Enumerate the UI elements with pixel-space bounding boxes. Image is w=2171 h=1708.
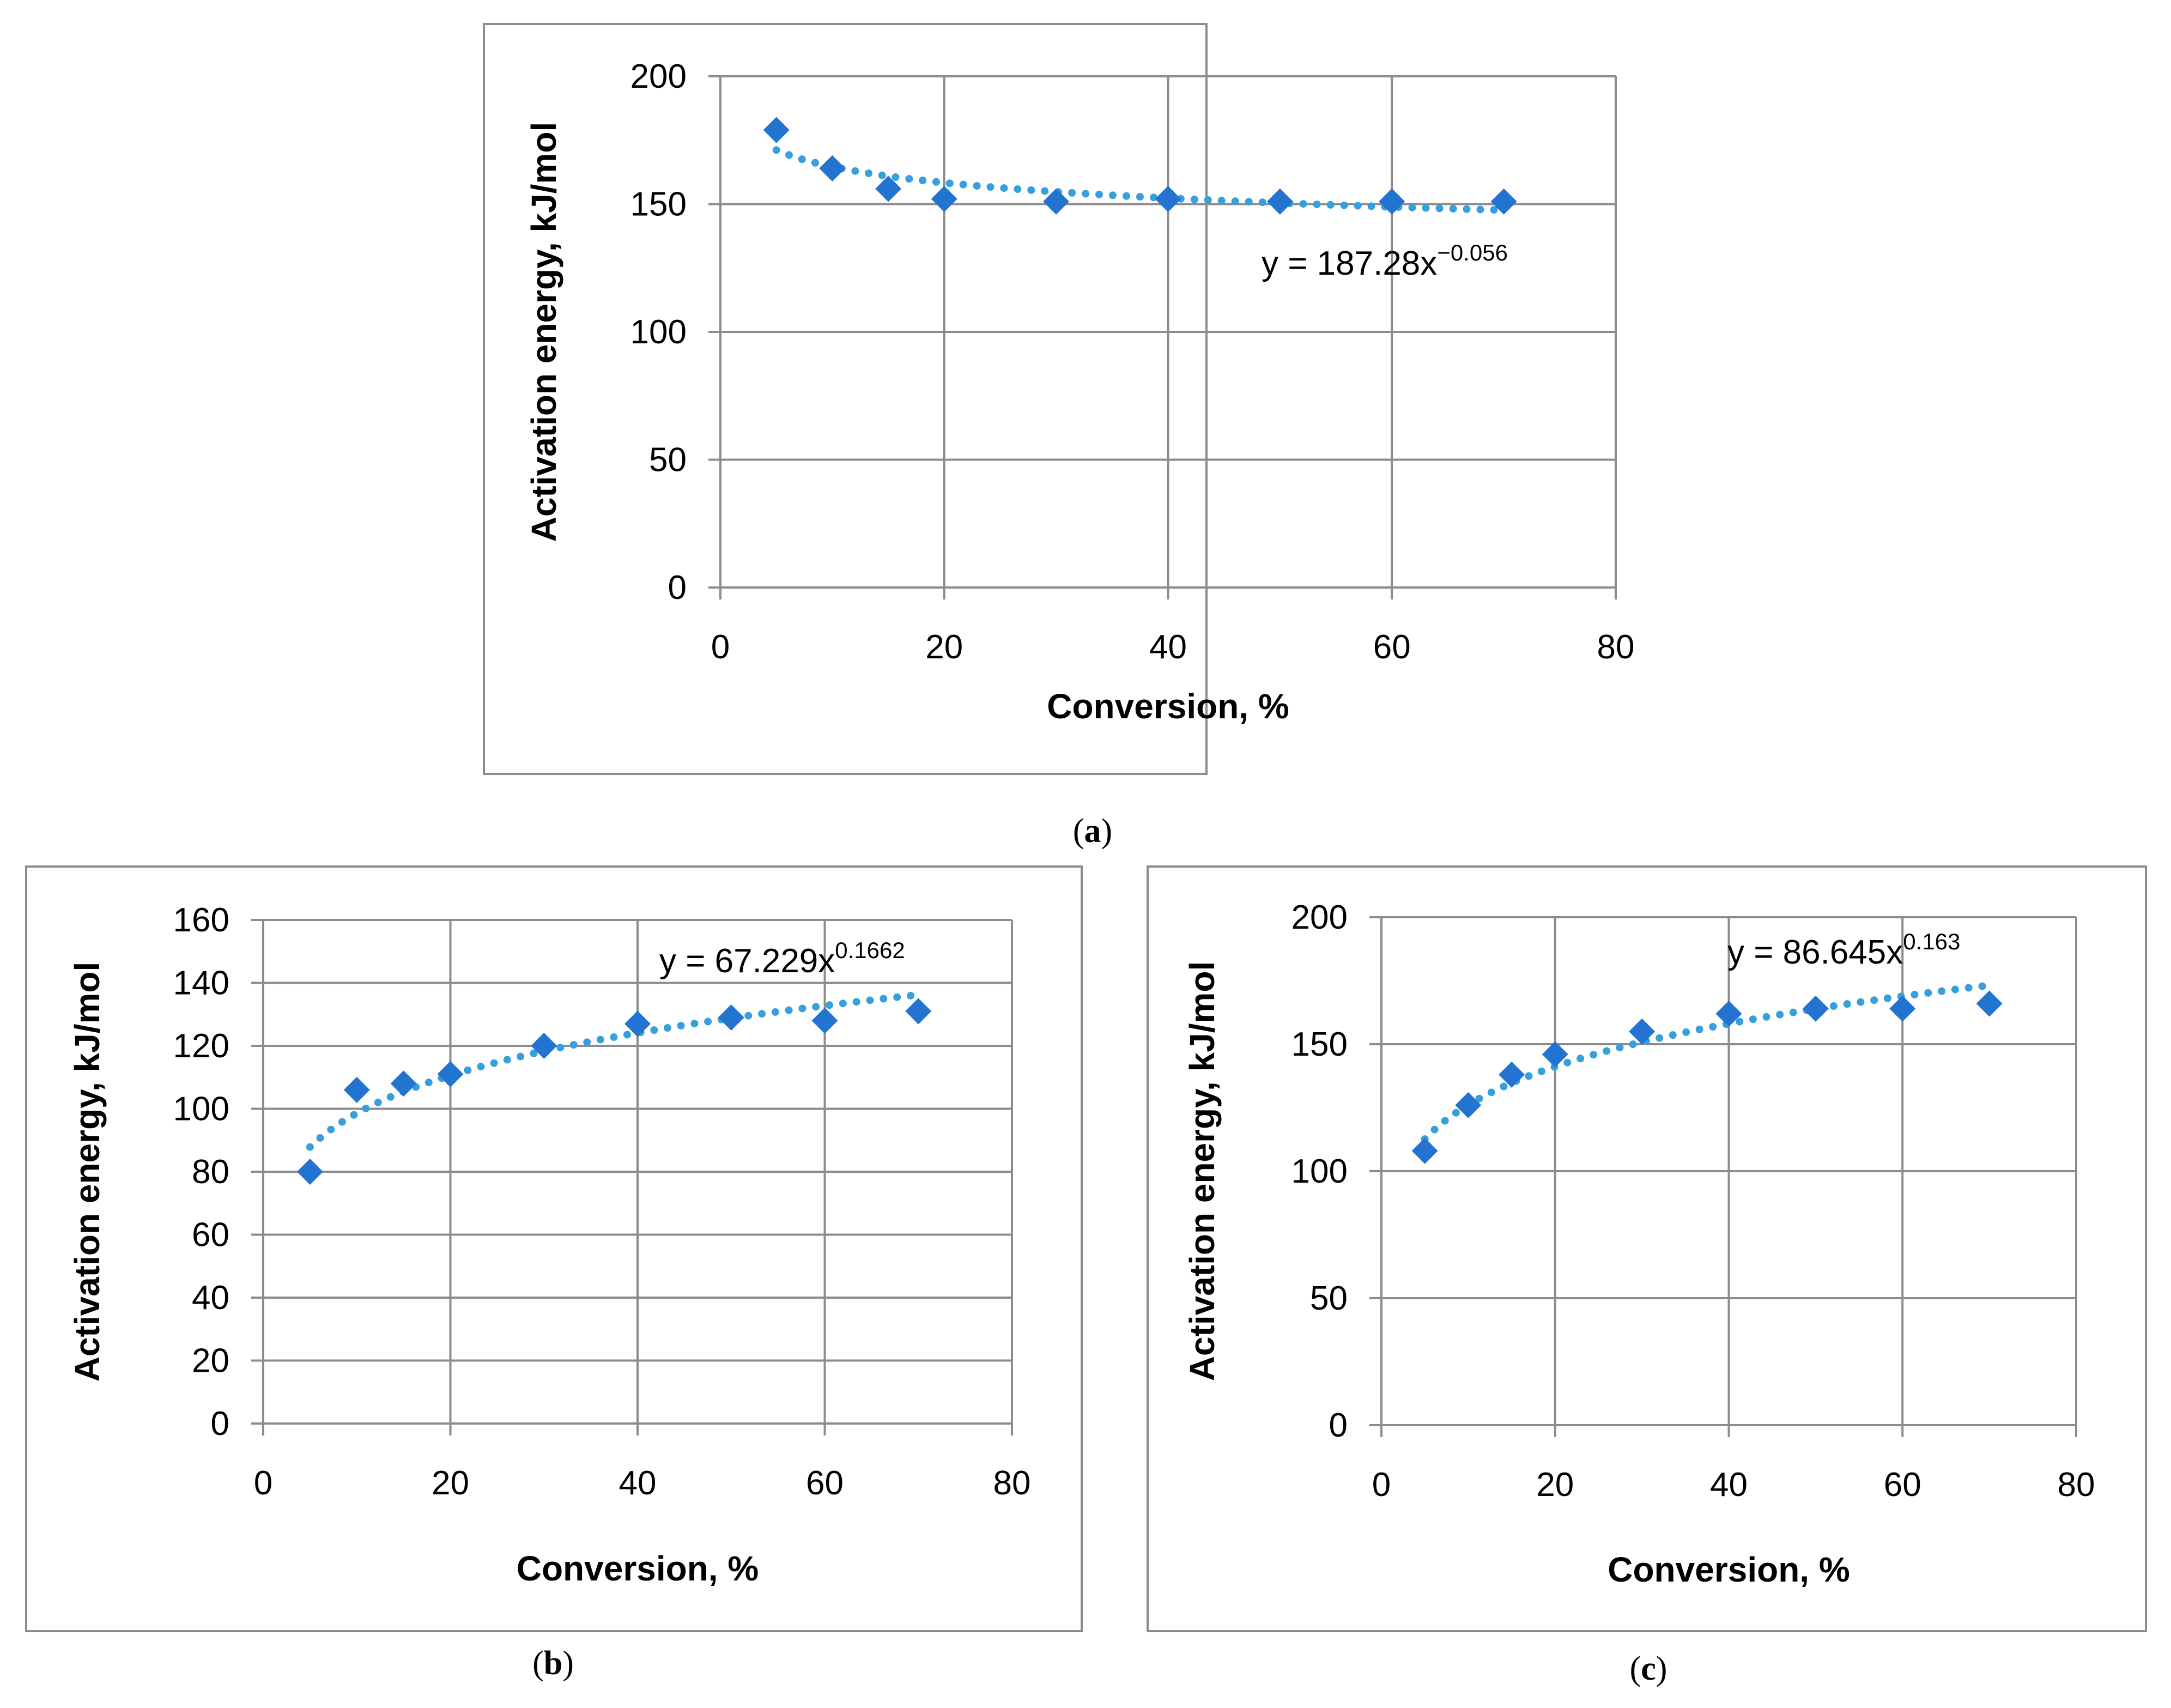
x-tick-label: 20 xyxy=(925,628,963,666)
data-point xyxy=(531,1033,557,1059)
y-tick-label: 200 xyxy=(630,58,687,95)
y-tick-label: 50 xyxy=(649,441,687,479)
data-point xyxy=(390,1070,417,1097)
x-tick-label: 40 xyxy=(619,1464,657,1502)
data-point xyxy=(1379,188,1405,215)
equation-exponent: −0.056 xyxy=(1437,240,1508,265)
data-point xyxy=(1455,1092,1482,1118)
gridlines xyxy=(708,75,1617,599)
data-point xyxy=(1976,990,2003,1017)
trendline xyxy=(772,146,1508,214)
data-point xyxy=(1155,186,1181,213)
y-tick-label: 200 xyxy=(1291,899,1348,936)
equation-exponent: 0.163 xyxy=(1903,929,1960,954)
x-tick-label: 40 xyxy=(1710,1466,1748,1504)
data-point xyxy=(875,175,902,202)
x-axis-title: Conversion, % xyxy=(1047,687,1289,726)
data-point xyxy=(1802,995,1829,1022)
series-markers xyxy=(296,998,932,1185)
x-tick-label: 20 xyxy=(432,1464,469,1502)
data-point xyxy=(811,1007,838,1034)
x-tick-label: 20 xyxy=(1536,1466,1574,1504)
x-tick-label: 0 xyxy=(1372,1466,1391,1504)
chart-frame xyxy=(483,23,1208,775)
y-tick-label: 100 xyxy=(630,313,687,351)
y-tick-label: 100 xyxy=(173,1091,229,1128)
data-point xyxy=(1266,188,1293,215)
chart-panel-b: 0 20 40 60 80 100 120 140 160 0 20 40 60 80 Conversion… xyxy=(25,865,1083,1632)
y-tick-label: 40 xyxy=(192,1279,229,1317)
x-tick-label: 80 xyxy=(993,1464,1031,1502)
x-tick-label: 60 xyxy=(806,1464,844,1502)
y-axis-title: Activation energy, kJ/mol xyxy=(1182,961,1222,1382)
data-point xyxy=(296,1159,323,1185)
y-tick-label: 150 xyxy=(1291,1026,1348,1063)
y-axis-title: Activation energy, kJ/mol xyxy=(68,962,107,1382)
y-tick-label: 0 xyxy=(668,569,687,607)
trendline-equation: y = 187.28x−0.056 xyxy=(1262,240,1508,282)
chart-frame xyxy=(25,865,1083,1632)
data-point xyxy=(1499,1061,1525,1088)
y-tick-label: 140 xyxy=(173,965,229,1002)
series-markers xyxy=(763,117,1517,215)
x-tick-label: 0 xyxy=(254,1464,272,1502)
x-tick-label: 80 xyxy=(2058,1466,2095,1504)
x-axis-title: Conversion, % xyxy=(1608,1550,1850,1589)
chart-panel-a: 0 50 100 150 200 0 20 40 60 80 Conversion, % Activa… xyxy=(483,23,1635,775)
x-tick-label: 80 xyxy=(1597,628,1635,666)
trendline xyxy=(306,991,923,1151)
equation-base: y = 67.229x xyxy=(659,942,835,980)
data-point xyxy=(1889,995,1916,1022)
y-axis-title: Activation energy, kJ/mol xyxy=(524,122,563,542)
equation-exponent: 0.1662 xyxy=(835,937,905,963)
y-tick-label: 120 xyxy=(173,1027,229,1065)
data-point xyxy=(931,186,957,213)
y-tick-label: 0 xyxy=(1329,1407,1348,1444)
x-axis-title: Conversion, % xyxy=(517,1549,759,1588)
data-point xyxy=(1043,188,1070,215)
y-tick-label: 60 xyxy=(192,1216,229,1254)
y-tick-label: 160 xyxy=(173,901,229,939)
data-point xyxy=(1542,1041,1568,1068)
y-tick-label: 0 xyxy=(211,1405,229,1443)
data-point xyxy=(1490,188,1517,215)
data-point xyxy=(718,1004,744,1031)
chart-frame xyxy=(1147,865,2147,1632)
data-point xyxy=(905,998,932,1025)
panel-label: (a) xyxy=(1073,813,1112,850)
x-tick-label: 60 xyxy=(1373,628,1411,666)
data-point xyxy=(763,117,790,143)
data-point xyxy=(1629,1018,1655,1045)
y-tick-label: 80 xyxy=(192,1153,229,1191)
data-point xyxy=(624,1010,651,1037)
panel-label: (b) xyxy=(532,1645,574,1682)
data-point xyxy=(1411,1137,1438,1164)
y-tick-label: 150 xyxy=(630,186,687,223)
data-point xyxy=(1715,1001,1742,1027)
trendline-equation: y = 67.229x0.1662 xyxy=(659,937,905,980)
data-point xyxy=(819,155,846,181)
chart-panel-c: 0 50 100 150 200 0 20 40 60 80 Conversion, % Activa… xyxy=(1147,865,2147,1632)
trendline-equation: y = 86.645x0.163 xyxy=(1727,929,1960,971)
x-tick-label: 0 xyxy=(711,628,730,666)
series-markers xyxy=(1411,990,2003,1164)
panel-label: (c) xyxy=(1630,1650,1667,1687)
x-tick-label: 60 xyxy=(1884,1466,1921,1504)
data-point xyxy=(343,1076,370,1103)
y-tick-label: 20 xyxy=(192,1342,229,1380)
y-tick-label: 100 xyxy=(1291,1153,1348,1190)
y-tick-label: 50 xyxy=(1310,1280,1348,1317)
equation-base: y = 187.28x xyxy=(1262,245,1437,282)
equation-base: y = 86.645x xyxy=(1727,934,1903,971)
x-tick-label: 40 xyxy=(1149,628,1187,666)
data-point xyxy=(437,1061,464,1087)
gridlines xyxy=(251,919,1013,1436)
